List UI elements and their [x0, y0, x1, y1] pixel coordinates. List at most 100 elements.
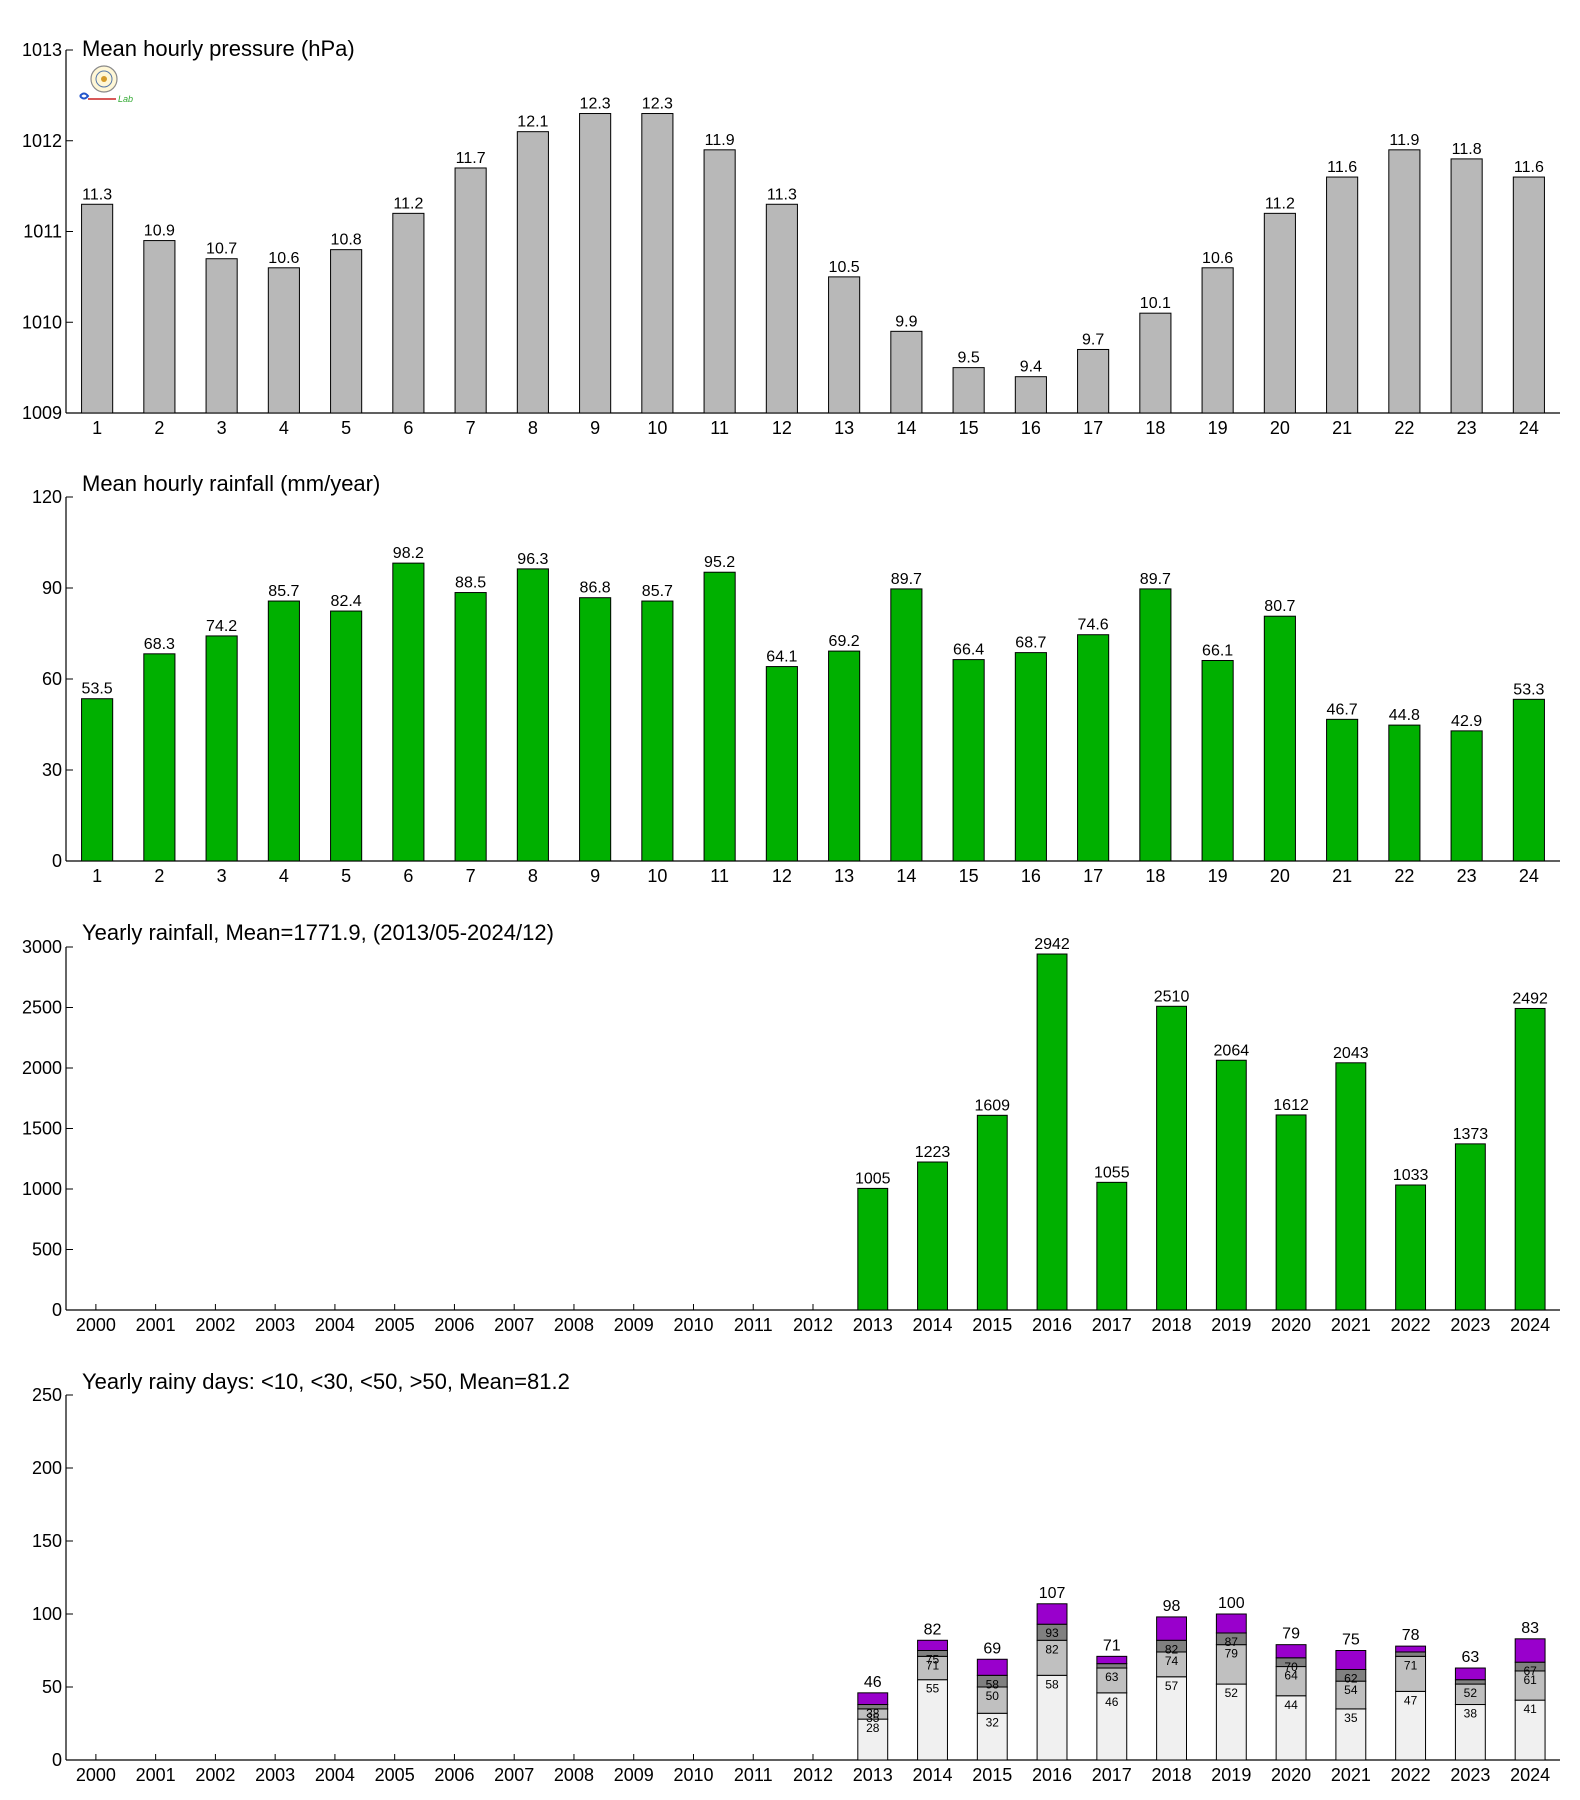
- bar: [516, 131, 549, 414]
- bar: [1450, 730, 1483, 862]
- x-tick-label: 2011: [734, 1315, 773, 1335]
- bar-segment: [1096, 1667, 1128, 1694]
- x-tick-label: 2021: [1331, 1315, 1371, 1335]
- x-tick-label: 2020: [1271, 1765, 1311, 1785]
- data-label: 64.1: [766, 649, 797, 666]
- y-tick-label: 1013: [22, 40, 62, 60]
- x-tick-label: 18: [1145, 866, 1165, 886]
- x-tick-label: 12: [772, 418, 792, 438]
- bar-segment: [1275, 1666, 1307, 1697]
- data-label: 10.6: [1202, 250, 1233, 267]
- x-tick-label: 20: [1270, 866, 1290, 886]
- segment-label: 55: [926, 1682, 940, 1696]
- x-tick-label: 20: [1270, 418, 1290, 438]
- x-tick-label: 22: [1394, 866, 1414, 886]
- bar-segment: [1454, 1679, 1486, 1685]
- x-tick-label: 2002: [195, 1315, 235, 1335]
- bar-segment: [1036, 1603, 1068, 1625]
- seal-center-icon: [101, 76, 107, 82]
- x-tick-label: 9: [590, 866, 600, 886]
- bar-segment: [917, 1679, 948, 1761]
- y-tick-label: 1500: [22, 1119, 62, 1139]
- segment-label: 35: [1344, 1711, 1358, 1725]
- x-tick-label: 2008: [554, 1765, 594, 1785]
- segment-label: 71: [926, 1658, 940, 1672]
- bar-segment: [1096, 1663, 1128, 1669]
- bar-segment: [1156, 1651, 1187, 1678]
- segment-label: 58: [1045, 1677, 1059, 1691]
- x-tick-label: 15: [959, 866, 979, 886]
- bar: [205, 635, 238, 862]
- bar: [828, 650, 861, 862]
- x-tick-label: 2007: [494, 1315, 534, 1335]
- data-label: 1055: [1094, 1164, 1130, 1181]
- bar: [330, 249, 363, 414]
- x-tick-label: 2000: [76, 1315, 116, 1335]
- x-tick-label: 2017: [1092, 1315, 1132, 1335]
- bar: [1077, 634, 1110, 862]
- bar: [81, 698, 114, 862]
- x-tick-label: 2014: [912, 1765, 952, 1785]
- x-tick-label: 2002: [195, 1765, 235, 1785]
- segment-label: 52: [1464, 1686, 1478, 1700]
- data-label: 10.9: [144, 223, 175, 240]
- data-label: 11.2: [393, 195, 423, 212]
- bar: [1388, 724, 1421, 862]
- bar-segment: [857, 1692, 889, 1706]
- x-tick-label: 2001: [136, 1315, 176, 1335]
- bar: [857, 1187, 889, 1311]
- x-tick-label: 2020: [1271, 1315, 1311, 1335]
- y-tick-label: 120: [32, 487, 62, 507]
- x-tick-label: 2017: [1092, 1765, 1132, 1785]
- bar: [1139, 588, 1172, 862]
- y-tick-label: 2000: [22, 1058, 62, 1078]
- data-label: 9.9: [895, 313, 917, 330]
- segment-label: 44: [1284, 1698, 1298, 1712]
- x-tick-label: 2022: [1391, 1765, 1431, 1785]
- data-label: 9.4: [1020, 359, 1042, 376]
- x-tick-label: 2013: [853, 1315, 893, 1335]
- data-label: 80.7: [1264, 598, 1295, 615]
- bar-segment: [1335, 1708, 1367, 1761]
- data-label: 1005: [855, 1170, 891, 1187]
- bar: [641, 113, 674, 414]
- x-tick-label: 7: [466, 866, 476, 886]
- x-tick-label: 9: [590, 418, 600, 438]
- x-tick-label: 7: [466, 418, 476, 438]
- x-tick-label: 2008: [554, 1315, 594, 1335]
- data-label: 11.7: [456, 150, 486, 167]
- bar-segment: [1395, 1655, 1427, 1692]
- bar: [1201, 267, 1234, 414]
- y-tick-label: 250: [32, 1385, 62, 1405]
- data-label: 11.9: [705, 132, 735, 149]
- data-label: 12.3: [642, 96, 673, 113]
- segment-label: 28: [866, 1721, 880, 1735]
- bar-segment: [1454, 1667, 1486, 1681]
- bar: [1263, 212, 1296, 414]
- chart-title: Yearly rainy days: <10, <30, <50, >50, M…: [82, 1369, 570, 1394]
- bar: [330, 610, 363, 862]
- x-tick-label: 2010: [673, 1315, 713, 1335]
- lab-logo: Lab: [79, 65, 133, 104]
- bar: [143, 653, 176, 862]
- data-label: 85.7: [642, 583, 673, 600]
- data-label: 42.9: [1451, 713, 1482, 730]
- bar: [267, 267, 300, 414]
- x-tick-label: 13: [834, 418, 854, 438]
- x-tick-label: 13: [834, 866, 854, 886]
- segment-label: 35: [866, 1711, 880, 1725]
- x-tick-label: 10: [647, 418, 667, 438]
- bar: [81, 203, 114, 414]
- y-tick-label: 50: [42, 1677, 62, 1697]
- bar: [454, 167, 487, 414]
- bar: [516, 568, 549, 862]
- data-label: 1609: [974, 1097, 1010, 1114]
- x-tick-label: 6: [403, 866, 413, 886]
- seal-inner-icon: [95, 70, 113, 88]
- data-label: 10.1: [1140, 295, 1171, 312]
- bar: [1156, 1005, 1187, 1311]
- bar: [1263, 615, 1296, 862]
- data-label: 1223: [915, 1144, 951, 1161]
